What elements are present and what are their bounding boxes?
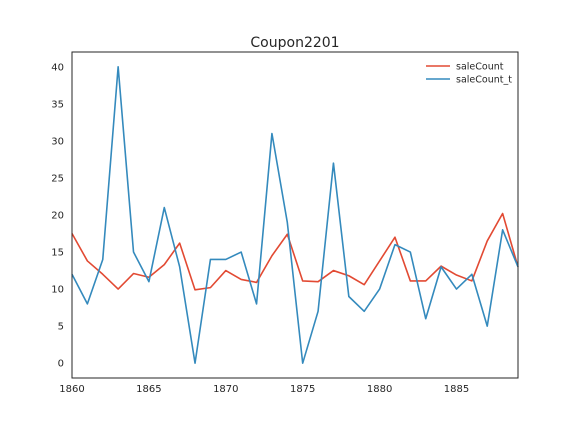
x-tick-label: 1865 xyxy=(136,384,161,395)
x-tick-label: 1860 xyxy=(59,384,84,395)
y-tick-label: 35 xyxy=(51,99,64,110)
legend: saleCount saleCount_t xyxy=(426,62,512,86)
plot-frame xyxy=(71,51,519,379)
x-axis: 1860 1865 1870 1875 1880 1885 xyxy=(59,384,469,395)
y-tick-label: 10 xyxy=(51,285,64,296)
y-tick-label: 5 xyxy=(58,322,64,333)
x-tick-label: 1880 xyxy=(367,384,392,395)
x-tick-label: 1870 xyxy=(213,384,238,395)
y-tick-label: 25 xyxy=(51,173,64,184)
x-tick-label: 1885 xyxy=(444,384,469,395)
y-tick-label: 20 xyxy=(51,211,64,222)
y-tick-label: 15 xyxy=(51,248,64,259)
legend-label: saleCount xyxy=(456,62,504,73)
series-line-salecount-t xyxy=(71,66,519,364)
series-layer xyxy=(71,66,519,364)
chart-title: Coupon2201 xyxy=(250,35,339,51)
x-tick-label: 1875 xyxy=(290,384,315,395)
y-tick-label: 40 xyxy=(51,62,64,73)
y-axis: 0 5 10 15 20 25 30 35 40 xyxy=(51,62,64,369)
y-tick-label: 0 xyxy=(58,359,64,370)
legend-label: saleCount_t xyxy=(456,75,512,86)
y-tick-label: 30 xyxy=(51,136,64,147)
